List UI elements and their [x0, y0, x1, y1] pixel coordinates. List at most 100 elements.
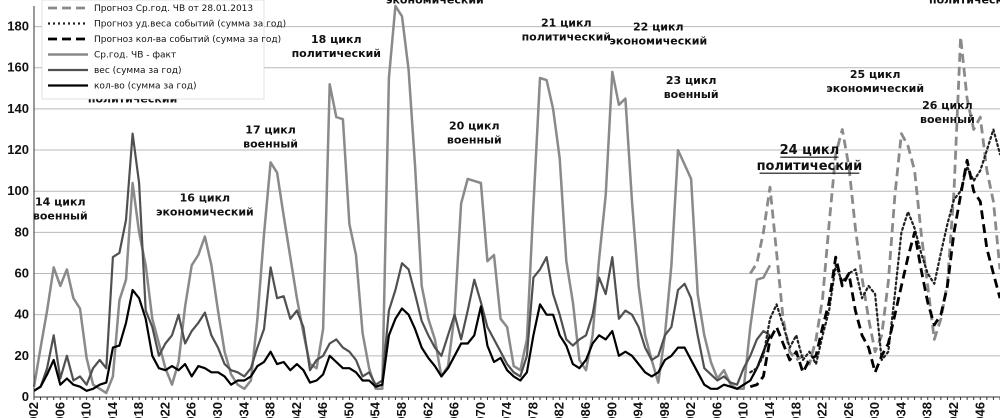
grid-lines: [34, 26, 1000, 357]
axes: 0 20 40 60 80 100 120 140 160 180 1902 1906 1910 1914…: [7, 6, 1000, 418]
x-tick-label: 1902: [26, 402, 41, 418]
series-line-0: [32, 4, 772, 395]
cycle-annotation-line: политический: [757, 159, 863, 174]
x-tick-label: 2014: [762, 401, 777, 418]
y-tick-label: 20: [15, 348, 29, 363]
cycle-annotation-line: 26 цикл: [922, 99, 973, 112]
x-tick-label: 1906: [52, 402, 67, 418]
x-tick-label: 1978: [525, 402, 540, 418]
cycle-annotation-line: экономический: [609, 35, 707, 48]
x-tick-label: 1946: [315, 402, 330, 418]
cycle-annotation-line: политический: [929, 0, 1000, 7]
series-line-2: [33, 288, 772, 392]
x-tick-label: 2042: [946, 402, 961, 418]
x-tick-label: 1918: [131, 402, 146, 418]
x-tick-label: 1998: [657, 402, 672, 418]
cycle-annotation-line: военный: [33, 210, 88, 223]
x-tick-label: 1926: [184, 402, 199, 418]
cycle-annotation-line: 17 цикл: [245, 124, 296, 137]
x-tick-label: 1914: [105, 401, 120, 418]
cycle-annotation-line: экономический: [386, 0, 484, 7]
x-tick-label: 2010: [736, 402, 751, 418]
cycle-annotation-line: 14 цикл: [35, 196, 86, 209]
cycle-annotation-line: 25 цикл: [850, 68, 901, 81]
x-tick-label: 1950: [341, 402, 356, 418]
cycle-annotation-line: военный: [920, 113, 975, 126]
x-tick-label: 2002: [683, 402, 698, 418]
x-tick-label: 1994: [631, 401, 646, 418]
x-tick-label: 1922: [157, 402, 172, 418]
y-tick-label: 60: [15, 266, 29, 281]
y-tick-label: 120: [7, 142, 29, 157]
cycle-annotation-line: военный: [664, 88, 719, 101]
cycle-annotation-line: военный: [447, 133, 502, 146]
x-tick-label: 2034: [893, 401, 908, 418]
x-tick-label: 1966: [447, 402, 462, 418]
x-tick-label: 2026: [841, 402, 856, 418]
x-tick-label: 2018: [788, 402, 803, 418]
legend-entry-label: Прогноз кол-ва событий (сумма за год): [94, 35, 281, 45]
x-tick-label: 1958: [394, 402, 409, 418]
cycle-annotation-line: 23 цикл: [666, 74, 717, 87]
cycle-annotation-line: 21 цикл: [541, 17, 592, 30]
cycle-annotation-line: военный: [243, 138, 298, 151]
legend-entry-label: Прогноз уд.веса событий (сумма за год): [94, 20, 286, 30]
legend-entry-label: Прогноз Ср.год. ЧВ от 28.01.2013: [94, 4, 253, 14]
x-tick-label: 1938: [263, 402, 278, 418]
x-tick-label: 2046: [972, 402, 987, 418]
x-tick-label: 1974: [499, 401, 514, 418]
y-tick-label: 80: [15, 224, 29, 239]
x-tick-label: 2022: [815, 402, 830, 418]
cycle-annotation-line: 16 цикл: [180, 192, 231, 205]
y-tick-label: 0: [22, 389, 29, 404]
x-tick-label: 1910: [79, 402, 94, 418]
legend: Прогноз Ср.год. ЧВ от 28.01.2013 Прогноз …: [41, 0, 286, 100]
x-tick-label: 2038: [920, 402, 935, 418]
cycle-annotation-line: политический: [522, 31, 611, 44]
x-tick-label: 2006: [709, 402, 724, 418]
x-tick-label: 1962: [420, 402, 435, 418]
cycle-annotation-line: 18 цикл: [311, 33, 362, 46]
cycle-annotation-line: экономический: [826, 82, 924, 95]
x-tick-label: 1982: [552, 402, 567, 418]
legend-entry-label: вес (сумма за год): [94, 66, 182, 76]
series-line-1: [33, 132, 771, 392]
cycle-annotation-line: 20 цикл: [449, 119, 500, 132]
cycle-annotation-line: политический: [292, 47, 381, 60]
y-tick-label: 140: [7, 101, 29, 116]
y-tick-label: 100: [7, 183, 29, 198]
legend-entry-label: Ср.год. ЧВ - факт: [94, 51, 176, 61]
cycle-annotation-line: экономический: [156, 206, 254, 219]
series-line-4: [749, 128, 1000, 374]
x-tick-label: 1942: [289, 402, 304, 418]
y-tick-label: 180: [7, 19, 29, 34]
series-line-3: [749, 35, 1000, 366]
cycle-annotation-line: 24 цикл: [780, 143, 840, 158]
x-tick-label: 1954: [368, 401, 383, 418]
x-tick-label: 1970: [473, 402, 488, 418]
legend-box: [41, 0, 265, 100]
x-tick-label: 1990: [604, 402, 619, 418]
series-layer: [32, 4, 1000, 395]
cycle-annotation-line: 22 цикл: [633, 21, 684, 34]
x-tick-label: 1930: [210, 402, 225, 418]
x-tick-label: 1934: [236, 401, 251, 418]
x-tick-label: 1986: [578, 402, 593, 418]
x-tick-label: 2030: [867, 402, 882, 418]
y-tick-label: 160: [7, 60, 29, 75]
legend-entry-label: кол-во (сумма за год): [94, 82, 197, 92]
